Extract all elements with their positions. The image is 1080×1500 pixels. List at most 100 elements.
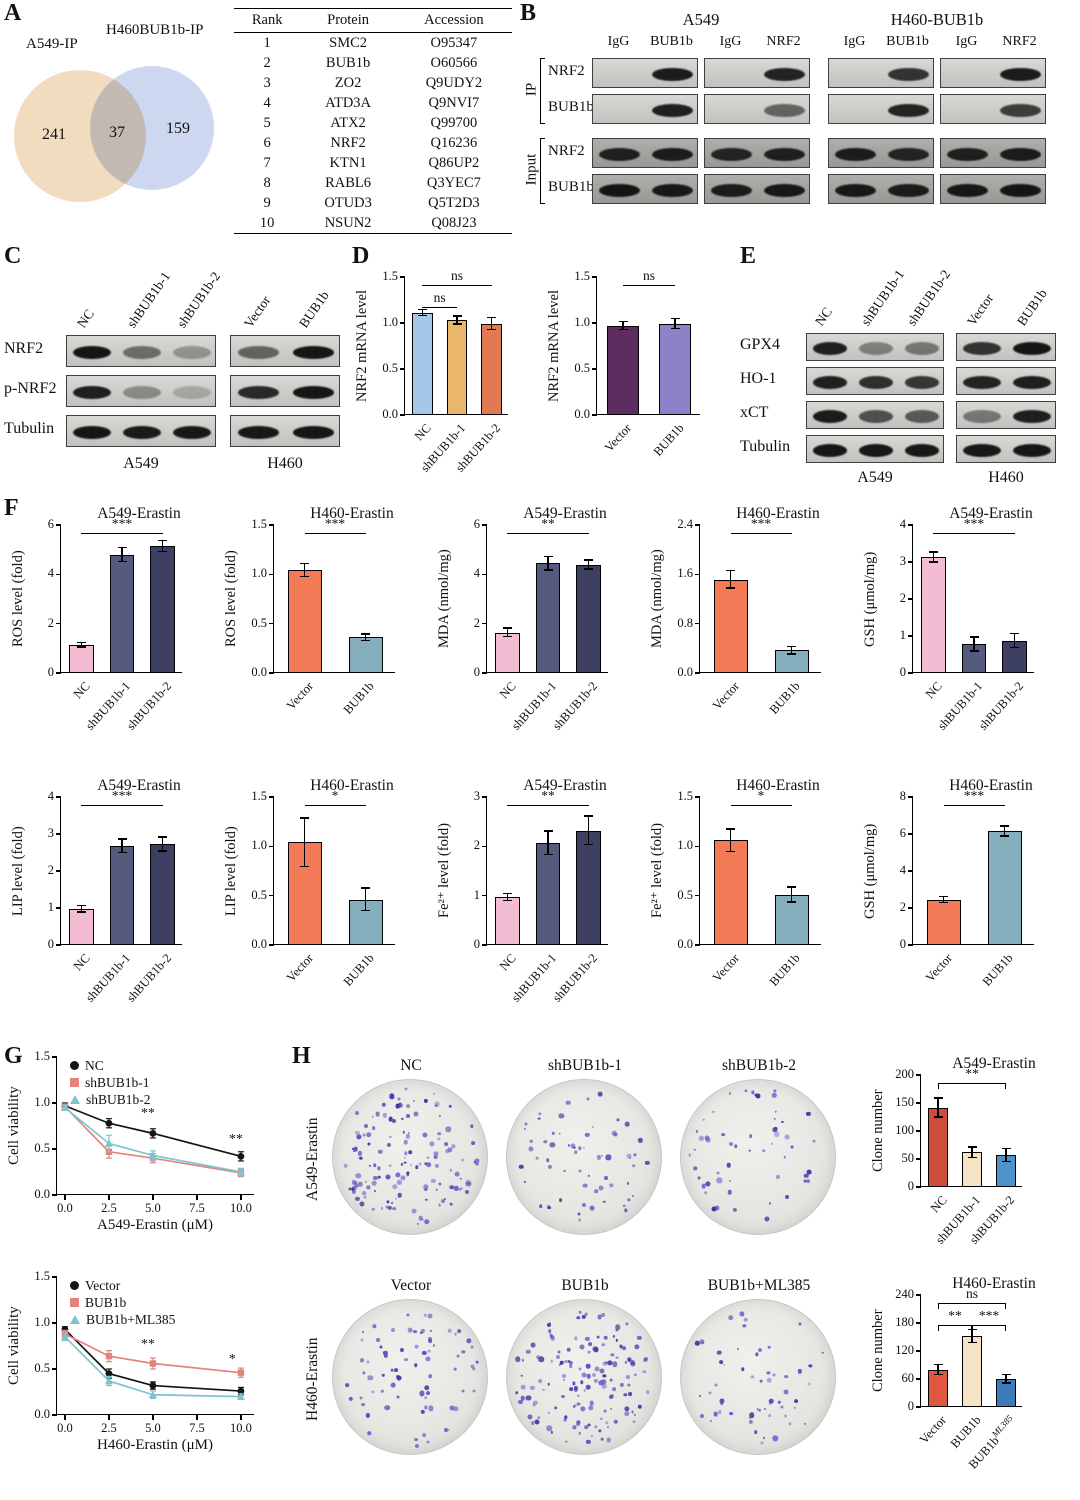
blot-box (940, 138, 1046, 168)
chart-title: A549-Erastin (97, 505, 181, 522)
error-bar (490, 317, 493, 331)
y-tick-label: 2 (47, 863, 54, 877)
colony-dot (630, 1361, 636, 1367)
error-cap (487, 328, 497, 331)
bar-chart-ros-h460: H460-Erastin ROS level (fold) 0.0 0.5 1.0 1.5… (223, 505, 433, 777)
error-bar (547, 830, 549, 856)
sig-text: * (331, 788, 339, 803)
error-cap (584, 843, 594, 846)
colony-dot (733, 1207, 738, 1212)
sig-text: *** (111, 788, 133, 803)
colony-dot (523, 1127, 526, 1130)
error-bar (421, 309, 424, 317)
x-tick-mark (64, 1195, 66, 1200)
colony-dot (571, 1381, 576, 1385)
error-bar (973, 636, 975, 652)
colony-dot (773, 1117, 776, 1121)
x-axis-label: A549-Erastin (μM) (97, 1217, 213, 1233)
colony-dot (381, 1207, 384, 1210)
x-tick-label: Vector (709, 951, 742, 985)
colony-dot (583, 1389, 586, 1392)
colony-dot (609, 1379, 613, 1382)
colony-dot (389, 1135, 392, 1139)
protein-band (947, 147, 988, 161)
square-marker-icon (70, 1298, 79, 1307)
colony-dot (599, 1368, 605, 1374)
line-chart-viability-h460: Cell viability 0.0 0.5 1.0 1.5 0.0 2.5 5.0 7.5 10… (6, 1269, 278, 1454)
colony-dot (592, 1373, 597, 1378)
colony-dot (386, 1200, 390, 1204)
table-cell: ATX2 (330, 114, 366, 131)
colony-dot (454, 1186, 459, 1191)
venn-label-right: H460BUB1b-IP (106, 22, 204, 38)
y-tick-label: 4 (47, 566, 54, 581)
series-line (64, 1106, 242, 1173)
colony-dot (537, 1415, 541, 1420)
table-cell: ZO2 (334, 74, 362, 91)
y-tick-mark (592, 414, 597, 416)
y-tick-mark (908, 672, 913, 674)
colony-dot (806, 1170, 812, 1175)
protein-band (73, 345, 111, 359)
colony-dot (788, 1422, 792, 1426)
colony-dot (461, 1389, 465, 1393)
colony-dot (699, 1339, 705, 1345)
legend-label: shBUB1b-2 (86, 1091, 151, 1107)
protein-band (1013, 341, 1051, 355)
colony-dot (433, 1156, 437, 1159)
colony-dot (565, 1100, 571, 1106)
circle-marker-icon (70, 1281, 79, 1290)
colony-dot (392, 1183, 398, 1190)
colony-dot (580, 1406, 586, 1412)
error-bar (1013, 633, 1016, 648)
sig-text: ns (642, 268, 655, 283)
colony-dot (627, 1383, 631, 1387)
colony-dot (793, 1406, 797, 1410)
colony-dot (355, 1197, 360, 1202)
data-point-marker (149, 1382, 157, 1389)
x-tick-label: NC (496, 951, 519, 974)
colony-dot (637, 1404, 642, 1409)
y-tick-label: 0.0 (382, 407, 398, 421)
colony-dot (443, 1142, 448, 1147)
x-tick-label: 2.5 (101, 1421, 117, 1435)
table-cell: Q16236 (430, 134, 478, 151)
colony-dot (697, 1176, 701, 1180)
error-cap (543, 569, 553, 571)
panel-label-g: G (4, 1043, 23, 1069)
colony-dot (425, 1162, 432, 1168)
plot-area: 0.0 0.5 1.0 1.5 Vector BUB1b * (677, 788, 821, 989)
colony-dot (351, 1190, 356, 1195)
square-marker-icon (70, 1078, 79, 1087)
colony-dot (387, 1205, 392, 1210)
colony-dot (762, 1437, 766, 1440)
group-label: IP (523, 82, 540, 97)
error-cap (928, 561, 938, 563)
lane-label: shBUB1b-2 (903, 266, 954, 329)
y-tick-label: 0.5 (34, 1141, 50, 1155)
colony-dot (377, 1166, 381, 1170)
cell-line-header: H460-BUB1b (890, 10, 984, 29)
colony-dot (515, 1356, 521, 1362)
colony-dot (763, 1408, 766, 1411)
colony-dot (360, 1338, 364, 1342)
colony-dot (584, 1425, 589, 1430)
colony-dot (589, 1400, 594, 1406)
data-point-marker (236, 1167, 245, 1176)
colony-dot (719, 1401, 724, 1406)
colony-dot (411, 1208, 417, 1214)
protein-band (904, 443, 940, 457)
y-tick-mark (56, 672, 61, 674)
blot-box (592, 58, 698, 88)
colony-dot (535, 1156, 539, 1160)
error-bar (674, 318, 676, 330)
colony-dot (448, 1429, 451, 1432)
colony-dot (766, 1371, 770, 1375)
error-cap (487, 317, 497, 319)
colony-dot (538, 1356, 545, 1362)
colony-dot (587, 1350, 591, 1354)
colony-dot (546, 1322, 551, 1327)
table-row: 6 NRF2 Q16236 (234, 133, 512, 153)
chart-body: Clone number 0 60 120 180 240 Vector BUB1b BUB1b… (870, 1286, 1070, 1472)
plot-area: 0.0 0.8 1.6 2.4 Vector BUB1b *** (677, 516, 821, 717)
